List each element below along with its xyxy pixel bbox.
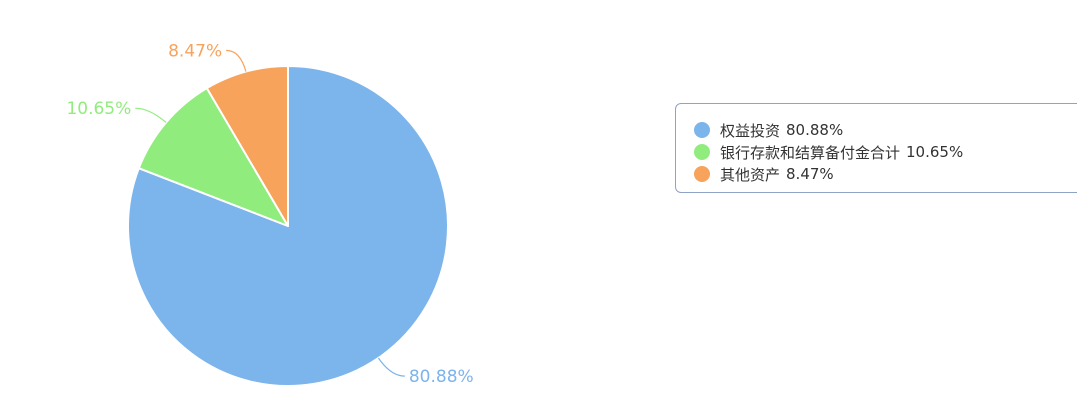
pie-slice-deposits[interactable] <box>137 87 289 227</box>
label-connectors <box>135 49 405 377</box>
connector-equity <box>377 357 405 377</box>
legend-item-deposits[interactable]: 银行存款和结算备付金合计 10.65% <box>694 140 963 164</box>
legend-item-other-assets[interactable]: 其他资产 8.47% <box>694 162 834 186</box>
connector-deposits <box>135 107 167 123</box>
legend-label-other-assets: 其他资产 <box>720 165 781 184</box>
pie-slices <box>127 65 449 387</box>
data-label-equity: 80.88% <box>409 367 474 387</box>
data-labels: 80.88% 10.65% 8.47% <box>66 41 473 387</box>
connector-other-assets <box>226 49 247 72</box>
legend-label-equity: 权益投资 <box>720 121 781 140</box>
legend-swatch-deposits <box>694 144 710 160</box>
legend-swatch-other-assets <box>694 166 710 182</box>
legend-value-deposits: 10.65% <box>906 143 964 161</box>
legend: 权益投资 80.88% 银行存款和结算备付金合计 10.65% 其他资产 8.4… <box>675 103 1077 193</box>
data-label-other-assets: 8.47% <box>168 41 222 61</box>
data-label-deposits: 10.65% <box>66 99 131 119</box>
legend-value-equity: 80.88% <box>786 121 844 139</box>
legend-swatch-equity <box>694 122 710 138</box>
pie-slice-other-assets[interactable] <box>205 65 289 227</box>
legend-item-equity[interactable]: 权益投资 80.88% <box>694 118 843 142</box>
legend-value-other-assets: 8.47% <box>786 165 834 183</box>
legend-label-deposits: 银行存款和结算备付金合计 <box>720 143 901 162</box>
